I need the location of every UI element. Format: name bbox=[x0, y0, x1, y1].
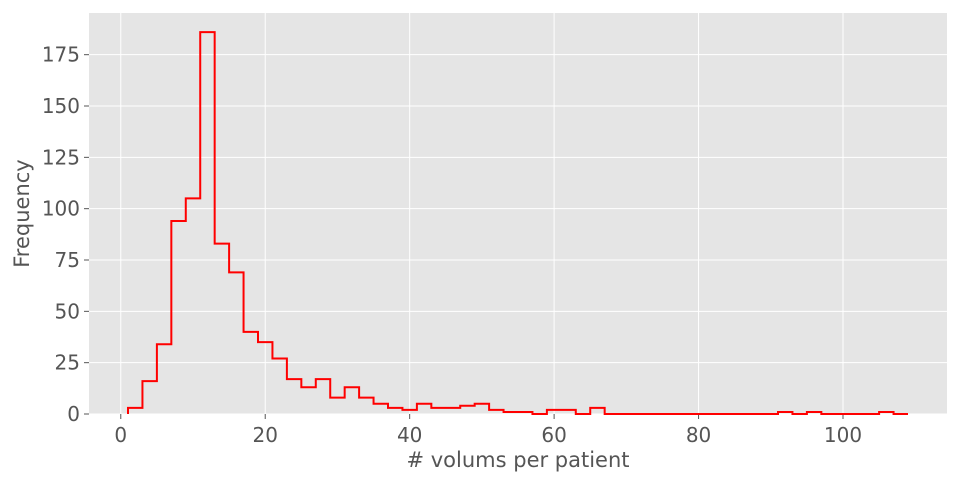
y-tick-label: 25 bbox=[55, 351, 80, 375]
x-tick-label: 20 bbox=[252, 423, 277, 447]
x-tick-labels: 0 20 40 60 80 100 bbox=[114, 423, 862, 447]
x-axis-label: # volums per patient bbox=[406, 448, 629, 472]
y-axis-label: Frequency bbox=[10, 159, 34, 268]
y-tick-labels: 0 25 50 75 100 125 150 175 bbox=[42, 43, 80, 426]
y-tick-label: 150 bbox=[42, 94, 80, 118]
y-tick-label: 75 bbox=[55, 248, 80, 272]
y-tick-label: 100 bbox=[42, 197, 80, 221]
x-tick-label: 0 bbox=[114, 423, 127, 447]
y-tick-label: 0 bbox=[67, 402, 80, 426]
x-tick-label: 40 bbox=[397, 423, 422, 447]
histogram-step-line bbox=[127, 31, 908, 415]
y-tick-label: 125 bbox=[42, 145, 80, 169]
plot-background bbox=[89, 13, 947, 414]
x-tick-label: 60 bbox=[541, 423, 566, 447]
grid-lines bbox=[89, 13, 947, 415]
x-tick-label: 100 bbox=[824, 423, 862, 447]
y-tick-label: 175 bbox=[42, 43, 80, 67]
y-tick-label: 50 bbox=[55, 299, 80, 323]
x-tick-label: 80 bbox=[686, 423, 711, 447]
